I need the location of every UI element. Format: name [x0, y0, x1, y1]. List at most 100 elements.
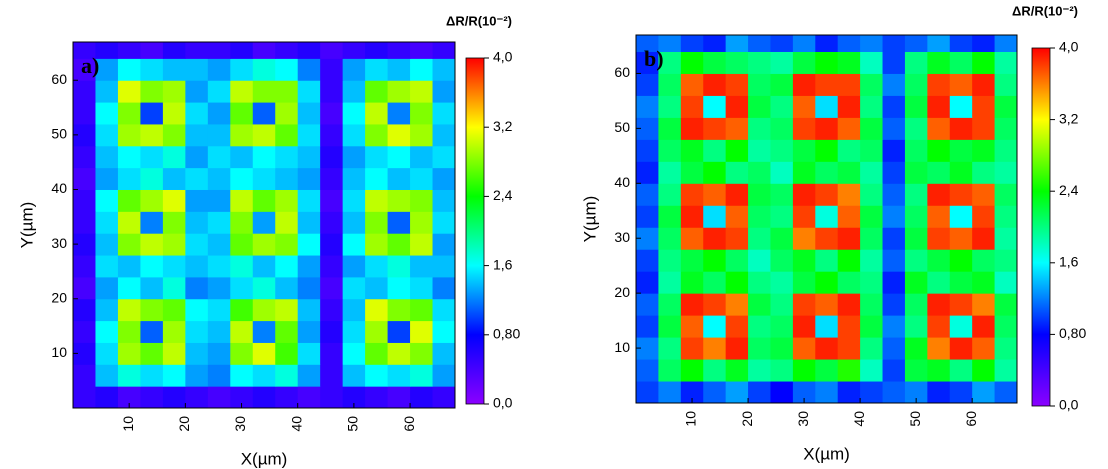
heat-cell — [636, 183, 659, 206]
heat-cell — [73, 276, 96, 300]
heat-cell — [904, 35, 928, 52]
heat-cell — [230, 233, 254, 256]
heat-cell — [140, 386, 164, 408]
heat-cell — [410, 80, 434, 103]
heat-cell — [994, 51, 1017, 74]
heat-cell — [252, 386, 276, 408]
heat-cell — [815, 227, 839, 250]
heat-cell — [904, 139, 928, 162]
heat-cell — [860, 35, 884, 52]
heat-cell — [162, 386, 186, 408]
heat-cell — [140, 58, 164, 81]
heat-cell — [252, 123, 276, 147]
heat-cell — [972, 161, 996, 184]
heat-cell — [837, 139, 861, 162]
heat-cell — [230, 364, 254, 387]
heat-cell — [994, 139, 1017, 162]
heat-cell — [342, 167, 366, 190]
heat-cell — [792, 73, 816, 96]
colorbar-tick-label: 1,6 — [1059, 254, 1079, 270]
heat-cell — [860, 227, 884, 250]
heat-cell — [860, 95, 884, 118]
heat-cell — [73, 145, 96, 169]
heat-cell — [365, 189, 389, 212]
heat-cell — [140, 211, 164, 234]
heat-cell — [73, 386, 96, 408]
heat-cell — [73, 80, 96, 103]
heat-cell — [95, 276, 119, 300]
heat-cell — [636, 205, 659, 228]
heat-cell — [703, 183, 727, 206]
heat-cell — [275, 255, 299, 278]
heat-cell — [882, 205, 906, 228]
y-tick-label: 10 — [614, 339, 630, 355]
heat-cell — [837, 117, 861, 140]
heat-cell — [703, 293, 727, 316]
plot-frame — [635, 34, 1018, 404]
heat-cell — [837, 183, 861, 206]
heat-cell — [837, 249, 861, 272]
x-tick-label: 20 — [176, 416, 192, 432]
heat-cell — [365, 42, 389, 59]
heat-cell — [815, 205, 839, 228]
heat-cell — [185, 320, 209, 343]
heat-cell — [95, 145, 119, 169]
heat-cell — [972, 337, 996, 360]
heat-cell — [297, 145, 321, 169]
heat-cell — [725, 315, 749, 338]
heat-cell — [185, 342, 209, 365]
heat-cell — [636, 117, 659, 140]
heat-cell — [770, 337, 794, 360]
heat-cell — [994, 183, 1017, 206]
heat-cell — [185, 255, 209, 278]
heat-cell — [815, 183, 839, 206]
heat-cell — [207, 298, 231, 322]
heat-cell — [95, 320, 119, 343]
heat-cell — [162, 320, 186, 343]
heat-cell — [185, 145, 209, 169]
heat-cell — [342, 276, 366, 300]
heat-cell — [365, 298, 389, 322]
heat-cell — [185, 80, 209, 103]
heat-cell — [636, 161, 659, 184]
heat-cell — [185, 58, 209, 81]
heat-cell — [230, 189, 254, 212]
colorbar-tick-label: 2,4 — [1059, 182, 1079, 198]
heat-cell — [432, 320, 455, 343]
heat-cell — [297, 189, 321, 212]
heat-cell — [725, 139, 749, 162]
heat-cell — [252, 364, 276, 387]
heat-cell — [927, 249, 951, 272]
heat-cell — [162, 42, 186, 59]
heat-cell — [994, 381, 1017, 403]
heat-cell — [927, 381, 951, 403]
heat-cell — [703, 381, 727, 403]
heat-cell — [410, 233, 434, 256]
heat-cell — [994, 117, 1017, 140]
x-tick-label: 30 — [232, 416, 248, 432]
heat-cell — [815, 359, 839, 382]
heat-cell — [117, 211, 141, 234]
heat-cell — [882, 337, 906, 360]
heat-cell — [658, 315, 682, 338]
heat-cell — [703, 161, 727, 184]
heat-cell — [837, 95, 861, 118]
heat-cell — [73, 211, 96, 234]
heat-cell — [410, 298, 434, 322]
x-axis-label: X(µm) — [803, 444, 850, 463]
heat-cell — [162, 167, 186, 190]
heat-cell — [680, 271, 704, 294]
heat-cell — [725, 183, 749, 206]
heat-cell — [792, 337, 816, 360]
heat-cell — [162, 255, 186, 278]
heat-cell — [703, 51, 727, 74]
heat-cell — [387, 80, 411, 103]
heat-cell — [73, 255, 96, 278]
heat-cell — [230, 102, 254, 125]
heat-cell — [73, 298, 96, 322]
heat-cell — [230, 58, 254, 81]
y-tick-label: 40 — [51, 180, 67, 196]
heat-cell — [882, 183, 906, 206]
heat-cell — [275, 80, 299, 103]
heat-cell — [387, 255, 411, 278]
